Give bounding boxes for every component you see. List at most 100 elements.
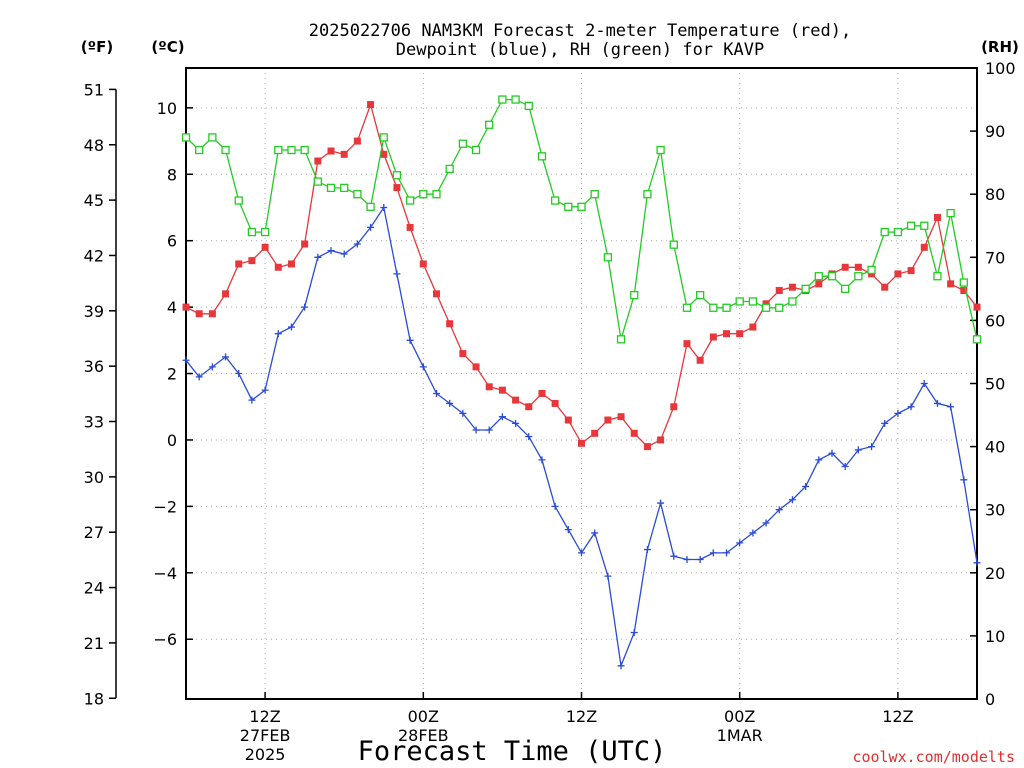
rh-point xyxy=(550,196,560,205)
rh-tick-label: 40 xyxy=(985,438,1005,457)
rh-point xyxy=(498,95,507,104)
temperature-point xyxy=(419,260,427,268)
temperature-point xyxy=(564,416,572,424)
fahrenheit-tick-label: 51 xyxy=(84,80,104,99)
dewpoint-point xyxy=(446,399,454,407)
x-tick-year-label: 2025 xyxy=(245,745,286,764)
rh-tick-label: 80 xyxy=(985,185,1005,204)
rh-point xyxy=(630,291,639,300)
dewpoint-point xyxy=(208,363,216,371)
dewpoint-point xyxy=(538,456,546,464)
temperature-point xyxy=(235,260,243,268)
rh-point xyxy=(841,284,850,294)
dewpoint-point xyxy=(512,419,520,427)
source-credit: coolwx.com/modelts xyxy=(852,748,1015,766)
rh-point xyxy=(735,297,744,306)
dewpoint-point xyxy=(406,336,414,344)
rh-point xyxy=(761,303,771,312)
dewpoint-point xyxy=(947,403,955,411)
temperature-point xyxy=(815,280,823,288)
celsius-tick-label: 8 xyxy=(167,165,177,184)
rh-point xyxy=(854,272,863,281)
temperature-point xyxy=(775,287,783,295)
dewpoint-point xyxy=(314,253,322,261)
rh-point xyxy=(959,278,968,287)
dewpoint-point xyxy=(380,203,388,211)
x-tick-label: 00Z xyxy=(408,707,439,726)
dewpoint-point xyxy=(393,270,401,278)
temperature-point xyxy=(498,386,506,394)
x-tick-label: 00Z xyxy=(724,707,755,726)
dewpoint-point xyxy=(960,476,968,484)
fahrenheit-tick-label: 27 xyxy=(84,523,104,542)
dewpoint-point xyxy=(367,223,375,231)
rh-unit-label: (RH) xyxy=(981,38,1019,56)
rh-point xyxy=(247,227,257,237)
rh-point xyxy=(181,133,191,142)
dewpoint-point xyxy=(894,409,902,417)
dewpoint-point xyxy=(775,506,783,514)
rh-point xyxy=(972,335,982,344)
celsius-tick-label: 4 xyxy=(167,298,177,317)
temperature-point xyxy=(947,280,955,288)
fahrenheit-unit-label: (ºF) xyxy=(81,38,113,56)
temperature-point xyxy=(788,283,796,291)
temperature-point xyxy=(248,257,256,265)
temperature-point xyxy=(538,389,546,397)
x-tick-label: 12Z xyxy=(566,707,597,726)
temperature-point xyxy=(578,439,585,447)
temperature-point xyxy=(459,350,467,358)
rh-point xyxy=(313,177,322,186)
dewpoint-point xyxy=(907,403,915,411)
dewpoint-point xyxy=(274,330,282,338)
temperature-point xyxy=(512,396,520,404)
dewpoint-point xyxy=(868,443,876,451)
temperature-point xyxy=(670,403,678,411)
rh-point xyxy=(405,196,415,205)
rh-tick-label: 20 xyxy=(985,564,1005,583)
rh-tick-label: 0 xyxy=(985,690,995,709)
temperature-point xyxy=(683,340,691,348)
rh-point xyxy=(933,272,942,281)
temperature-point xyxy=(907,267,915,275)
dewpoint-point xyxy=(723,549,731,557)
dewpoint-point xyxy=(736,539,744,547)
rh-point xyxy=(656,145,665,155)
temperature-point xyxy=(881,283,889,291)
rh-tick-label: 90 xyxy=(985,122,1005,141)
dewpoint-point xyxy=(749,529,757,537)
dewpoint-point xyxy=(854,446,862,454)
dewpoint-point xyxy=(327,247,335,255)
dewpoint-point xyxy=(525,433,533,441)
x-tick-date-label: 1MAR xyxy=(717,726,763,745)
rh-point xyxy=(920,221,929,230)
temperature-point xyxy=(261,243,269,251)
dewpoint-point xyxy=(432,389,440,397)
celsius-tick-label: 6 xyxy=(167,232,177,251)
x-axis-title: Forecast Time (UTC) xyxy=(358,736,667,767)
fahrenheit-tick-label: 21 xyxy=(84,634,104,653)
temperature-point xyxy=(604,416,612,424)
fahrenheit-tick-label: 39 xyxy=(84,302,104,321)
dewpoint-point xyxy=(881,419,889,427)
dewpoint-point xyxy=(604,572,612,580)
x-tick-label: 12Z xyxy=(249,707,280,726)
dewpoint-point xyxy=(472,426,480,434)
celsius-tick-label: −2 xyxy=(153,497,177,516)
temperature-point xyxy=(630,429,638,437)
dewpoint-point xyxy=(828,449,836,457)
rh-point xyxy=(537,152,547,161)
temperature-point xyxy=(920,243,928,251)
temperature-point xyxy=(854,263,862,271)
rh-point xyxy=(880,227,889,237)
rh-point xyxy=(419,190,428,199)
rh-point xyxy=(379,133,388,142)
rh-tick-label: 50 xyxy=(985,375,1005,394)
rh-point xyxy=(893,227,903,237)
fahrenheit-tick-label: 18 xyxy=(84,689,104,708)
temperature-point xyxy=(525,403,533,411)
temperature-point xyxy=(841,263,849,271)
dewpoint-point xyxy=(973,559,981,567)
rh-point xyxy=(906,221,916,230)
